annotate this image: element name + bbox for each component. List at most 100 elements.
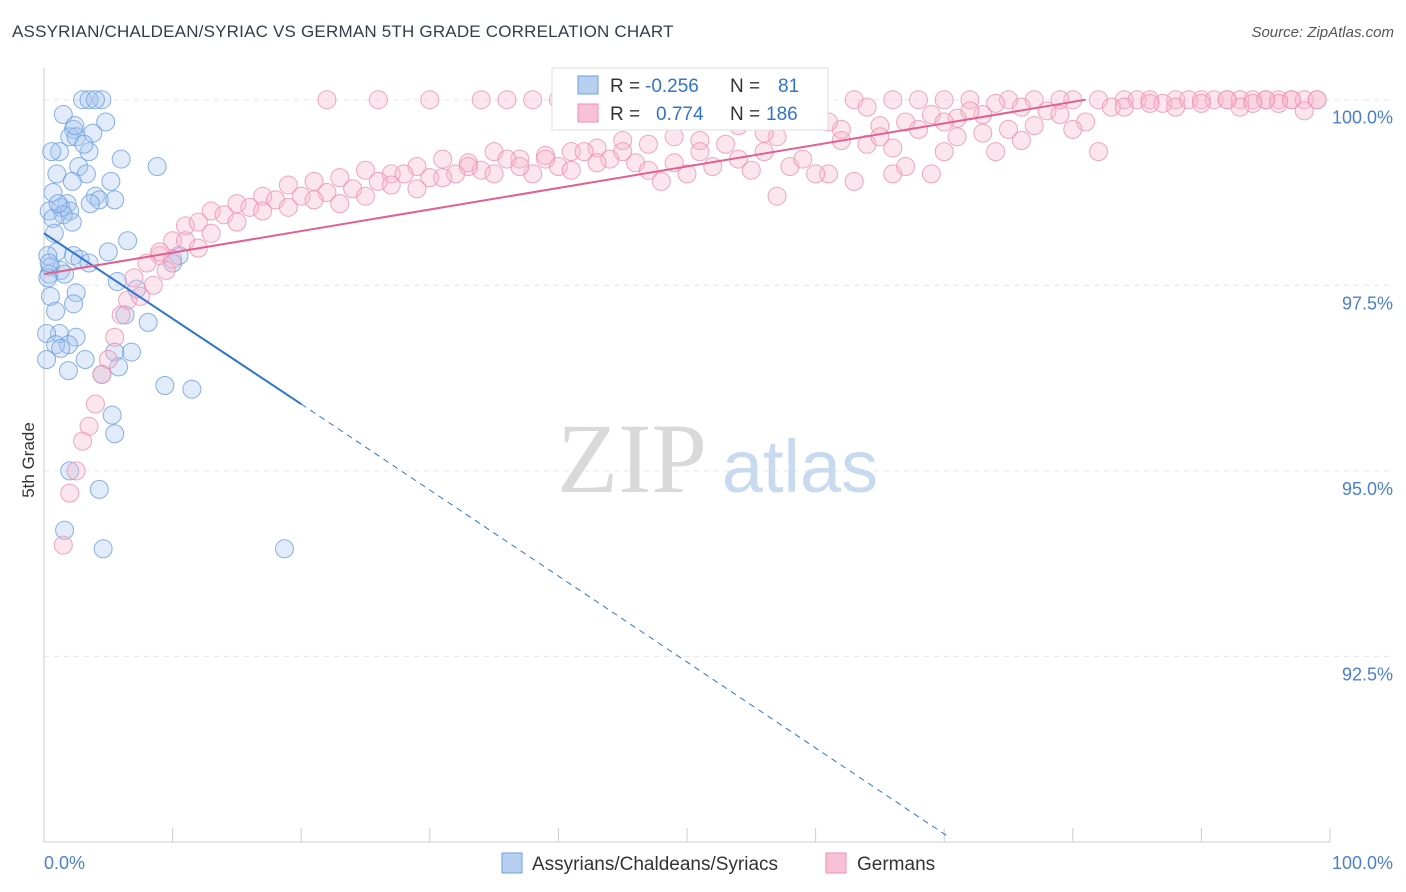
- assyrians-point-47: [46, 301, 66, 321]
- trend-line-assyrians: [43, 232, 302, 405]
- assyrians-point-73: [65, 116, 85, 136]
- germans-point-82: [105, 327, 125, 347]
- assyrians-point-18: [43, 182, 63, 202]
- germans-point-184: [1011, 131, 1031, 151]
- germans-point-179: [767, 186, 787, 206]
- germans-point-103: [651, 171, 671, 191]
- germans-point-89: [60, 483, 80, 503]
- trend-lines: [43, 98, 1086, 839]
- germans-point-38: [368, 90, 388, 110]
- assyrians-point-60: [109, 357, 129, 377]
- germans-point-41: [1011, 97, 1031, 117]
- assyrians-point-67: [89, 479, 109, 499]
- assyrians-point-30: [118, 231, 138, 251]
- germans-point-34: [523, 90, 543, 110]
- germans-point-160: [587, 153, 607, 173]
- germans-point-168: [381, 175, 401, 195]
- axes: [43, 68, 1331, 843]
- assyrians-point-62: [155, 375, 175, 395]
- germans-point-126: [291, 186, 311, 206]
- stats-n-value-2: 186: [766, 104, 798, 125]
- germans-point-90: [53, 535, 73, 555]
- assyrians-point-4: [53, 105, 73, 125]
- germans-point-91: [1294, 101, 1314, 121]
- germans-point-175: [201, 223, 221, 243]
- germans-point-85: [85, 394, 105, 414]
- germans-point-180: [806, 164, 826, 184]
- y-tick-label-2: 95.0%: [1342, 479, 1393, 499]
- germans-point-141: [921, 164, 941, 184]
- assyrians-point-76: [101, 171, 121, 191]
- germans-point-159: [613, 142, 633, 162]
- germans-point-100: [1256, 90, 1276, 110]
- germans-point-164: [484, 164, 504, 184]
- assyrians-point-54: [46, 335, 66, 355]
- assyrians-point-75: [42, 142, 62, 162]
- germans-point-72: [253, 186, 273, 206]
- germans-point-133: [156, 260, 176, 280]
- assyrians-point-59: [75, 350, 95, 369]
- assyrians-point-55: [51, 338, 71, 358]
- tick-labels: 100.0% 97.5% 95.0% 92.5% 0.0% 100.0%: [44, 108, 1393, 873]
- germans-point-148: [1114, 97, 1134, 117]
- germans-point-39: [317, 90, 337, 110]
- x-tick-label-0: 0.0%: [44, 853, 85, 873]
- germans-point-102: [844, 171, 864, 191]
- germans-point-37: [420, 90, 440, 110]
- germans-point-70: [304, 171, 324, 191]
- germans-point-181: [741, 160, 761, 180]
- assyrians-point-72: [48, 194, 68, 214]
- legend: Assyrians/Chaldeans/Syriacs Germans: [501, 852, 935, 875]
- germans-point-169: [356, 186, 375, 206]
- assyrians-point-78: [58, 361, 78, 381]
- assyrians-point-71: [39, 253, 59, 273]
- germans-point-59: [587, 138, 607, 158]
- germans-point-99: [1307, 90, 1327, 110]
- germans-point-166: [433, 168, 453, 188]
- germans-point-130: [188, 212, 208, 232]
- assyrians-point-2: [79, 90, 99, 110]
- watermark-atlas: atlas: [722, 425, 878, 508]
- germans-point-56: [664, 127, 684, 147]
- germans-point-81: [111, 305, 131, 325]
- y-tick-label-0: 100.0%: [1332, 108, 1393, 128]
- germans-point-87: [73, 431, 93, 451]
- germans-point-36: [471, 90, 491, 110]
- germans-point-68: [356, 160, 375, 180]
- assyrians-point-45: [40, 286, 60, 306]
- germans-point-140: [896, 157, 916, 176]
- germans-point-158: [638, 160, 658, 180]
- x-tick-label-1: 100.0%: [1332, 853, 1393, 873]
- germans-point-144: [999, 119, 1018, 139]
- assyrians-point-32: [38, 246, 58, 266]
- germans-point-149: [1140, 93, 1160, 113]
- assyrians-point-44: [66, 283, 86, 303]
- trend-line-germans: [43, 98, 1086, 276]
- source-label: Source: ZipAtlas.com: [1251, 24, 1394, 41]
- assyrians-point-21: [105, 190, 125, 210]
- germans-point-75: [175, 216, 195, 236]
- germans-point-42: [986, 93, 1006, 113]
- assyrians-point-14: [147, 157, 167, 176]
- germans-point-88: [66, 461, 86, 481]
- germans-point-156: [690, 142, 710, 162]
- germans-point-21: [883, 90, 903, 110]
- stats-r-label-2: R =: [610, 104, 640, 125]
- germans-point-155: [716, 134, 736, 154]
- germans-point-57: [638, 134, 658, 154]
- assyrians-point-66: [60, 461, 80, 481]
- stats-swatch-pink: [577, 103, 599, 123]
- assyrians-point-63: [182, 379, 202, 399]
- assyrians-point-10: [49, 142, 69, 162]
- germans-point-170: [330, 194, 350, 214]
- germans-point-145: [1024, 116, 1044, 136]
- germans-point-137: [793, 149, 813, 169]
- germans-point-20: [908, 90, 928, 110]
- germans-point-167: [407, 179, 427, 199]
- germans-point-79: [124, 268, 144, 288]
- legend-swatch-pink: [825, 852, 847, 874]
- germans-point-122: [394, 164, 414, 184]
- germans-point-19: [934, 90, 954, 110]
- germans-point-139: [870, 127, 890, 147]
